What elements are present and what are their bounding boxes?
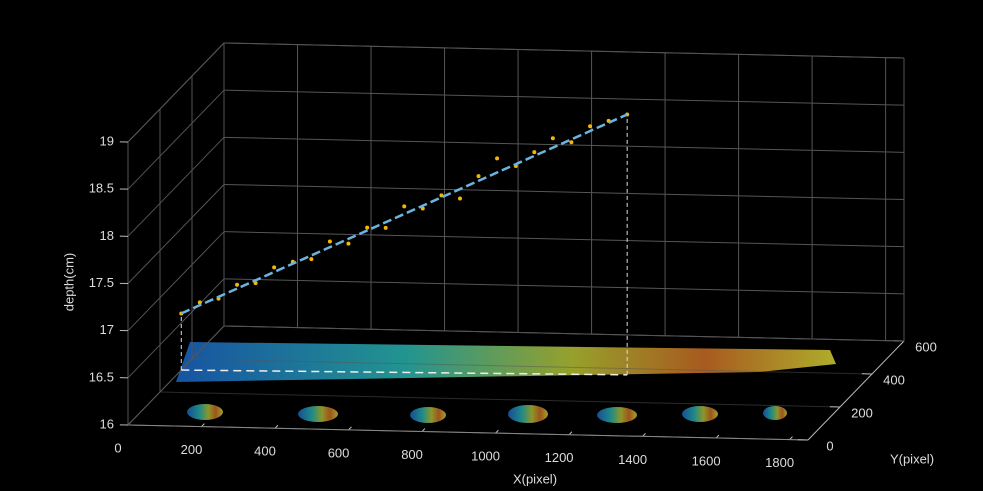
data-point [457,196,462,201]
y-tick-label: 400 [883,372,905,387]
x-tick-label: 1400 [618,452,647,467]
grid-line [159,391,841,408]
z-tick-label: 18 [100,228,114,243]
x-axis-label: X(pixel) [513,471,557,486]
z-tick-label: 17 [100,322,114,337]
grid-line [223,278,905,295]
z-tick-label: 16 [100,416,114,431]
z-tick-label: 19 [100,133,114,148]
data-point [197,300,202,305]
y-tick-label: 0 [826,438,833,453]
grid-line [223,231,905,248]
x-tick-label: 200 [181,442,203,457]
data-point [235,282,240,287]
axis-line [807,340,905,441]
z-axis-label: depth(cm) [61,253,76,312]
fit-line [180,113,628,315]
data-point [309,257,314,262]
grid-line [127,424,809,441]
tick-mark [421,428,426,432]
data-point [569,140,574,145]
tick-mark [201,423,205,427]
z-tick-label: 16.5 [89,369,114,384]
data-point [365,225,370,230]
x-tick-label: 400 [254,444,276,459]
grid-line [127,278,225,379]
tick-mark [274,424,279,429]
y-tick-label: 600 [915,339,937,354]
z-tick-label: 18.5 [89,181,114,196]
tick-mark [789,436,793,440]
grid-line [191,358,873,375]
tick-mark [348,426,352,431]
floor-digits [187,404,787,423]
data-point [420,206,425,211]
grid-line [223,42,905,59]
data-point [495,156,500,161]
grid-line [223,325,905,342]
grid-line [127,325,225,426]
data-point [346,241,351,246]
data-point [402,204,407,209]
data-point [550,136,555,141]
grid-line [223,136,905,153]
data-point [476,174,481,179]
tick-mark [495,429,499,434]
data-point [383,225,388,230]
data-point [327,239,332,244]
data-point [253,281,258,286]
tick-mark [642,433,646,437]
grid-line [127,42,225,143]
data-point [272,265,277,270]
grid-line [127,231,225,332]
grid-line [223,184,905,200]
x-tick-label: 1600 [692,453,721,468]
y-axis-label: Y(pixel) [890,451,934,466]
grid-line [127,136,225,237]
x-tick-label: 1000 [471,449,500,464]
data-point [588,124,593,129]
floor-point-cloud [176,342,836,382]
y-tick-label: 200 [851,405,873,420]
x-tick-label: 0 [114,440,121,455]
z-tick-label: 17.5 [89,275,114,290]
data-point [532,150,537,155]
x-tick-label: 1800 [765,455,794,470]
grid-line [127,184,225,284]
x-tick-label: 1200 [545,450,574,465]
x-tick-label: 800 [401,447,423,462]
grid-line [223,89,905,106]
x-tick-label: 600 [328,445,350,460]
tick-mark [715,434,720,439]
grid-line [127,89,225,190]
tick-mark [568,431,573,436]
floor-projection [181,369,628,376]
